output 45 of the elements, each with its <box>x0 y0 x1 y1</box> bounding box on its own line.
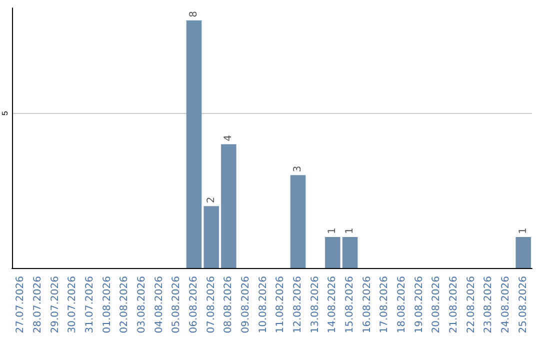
bar <box>325 237 340 268</box>
data-label: 8 <box>188 11 200 18</box>
x-tick-label: 04.08.2026 <box>154 276 165 334</box>
x-tick-label: 15.08.2026 <box>344 276 356 334</box>
data-label: 1 <box>327 228 338 234</box>
x-tick-label: 11.08.2026 <box>275 276 286 334</box>
x-tick-label: 18.08.2026 <box>396 276 408 334</box>
x-tick-label: 14.08.2026 <box>327 276 338 334</box>
x-tick-label: 20.08.2026 <box>431 276 442 334</box>
x-tick-label: 16.08.2026 <box>362 276 373 334</box>
x-tick-label: 29.07.2026 <box>50 276 61 334</box>
data-label: 1 <box>518 228 529 234</box>
data-label: 1 <box>344 228 356 234</box>
bar <box>221 144 236 268</box>
x-tick-label: 12.08.2026 <box>292 276 304 334</box>
bar <box>342 237 358 268</box>
bar <box>516 237 531 268</box>
x-tick-label: 07.08.2026 <box>206 276 217 334</box>
bar <box>290 175 306 268</box>
x-tick-label: 19.08.2026 <box>414 276 425 334</box>
x-tick-label: 31.07.2026 <box>84 276 96 334</box>
x-tick-label: 13.08.2026 <box>310 276 321 334</box>
x-tick-label: 01.08.2026 <box>102 276 113 334</box>
x-tick-label: 30.07.2026 <box>67 276 78 334</box>
x-tick-label: 23.08.2026 <box>483 276 494 334</box>
x-tick-label: 03.08.2026 <box>136 276 148 334</box>
data-label: 4 <box>223 134 234 142</box>
x-tick-label: 05.08.2026 <box>171 276 182 334</box>
data-label: 2 <box>206 196 217 204</box>
x-tick-label: 02.08.2026 <box>119 276 130 334</box>
bar <box>204 206 219 268</box>
x-tick-label: 28.07.2026 <box>32 276 44 334</box>
bar <box>186 20 202 268</box>
data-label: 3 <box>292 166 304 172</box>
x-tick-label: 17.08.2026 <box>379 276 390 334</box>
x-tick-label: 09.08.2026 <box>240 276 252 334</box>
x-tick-label: 25.08.2026 <box>518 276 529 334</box>
x-tick-label: 27.07.2026 <box>15 276 26 334</box>
x-tick-label: 10.08.2026 <box>258 276 269 334</box>
x-tick-label: 22.08.2026 <box>466 276 477 334</box>
y-tick-label: 5 <box>0 110 10 116</box>
x-tick-label: 21.08.2026 <box>448 276 460 334</box>
x-tick-label: 06.08.2026 <box>188 276 200 334</box>
x-tick-label: 08.08.2026 <box>223 276 234 334</box>
x-tick-label: 24.08.2026 <box>500 276 512 334</box>
